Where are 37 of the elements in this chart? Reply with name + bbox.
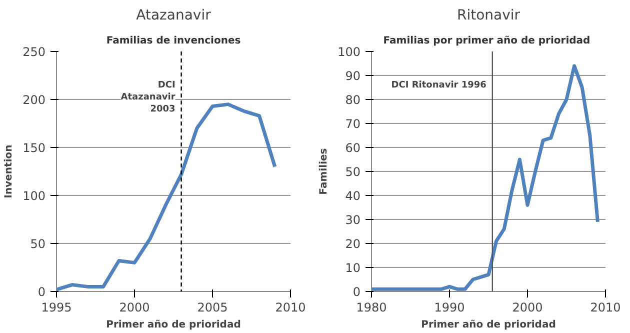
- chart-title: Ritonavir: [456, 8, 520, 24]
- chart-subtitle: Familias de invenciones: [106, 36, 241, 46]
- y-tick-label: 250: [22, 45, 46, 59]
- line-series: [372, 64, 600, 291]
- y-tick-label: 80: [345, 93, 361, 107]
- x-tick-label: 1995: [41, 300, 72, 314]
- x-tick-label: 1990: [434, 300, 465, 314]
- x-axis-title: Primer año de prioridad: [421, 320, 556, 330]
- ref-line-label: DCI Ritonavir 1996: [391, 80, 486, 90]
- line-series: [56, 102, 277, 292]
- y-tick-label: 20: [345, 237, 361, 251]
- chart-title: Atazanavir: [136, 8, 212, 24]
- y-tick-label: 50: [30, 237, 46, 251]
- y-tick-label: 0: [352, 285, 361, 299]
- x-tick-label: 2005: [197, 300, 228, 314]
- y-axis-title: Families: [318, 148, 330, 195]
- y-axis-title: Invention: [4, 144, 15, 198]
- x-tick-label: 1980: [356, 300, 387, 314]
- x-tick-label: 2010: [275, 300, 306, 314]
- x-tick-label: 2000: [119, 300, 150, 314]
- y-tick-label: 150: [22, 141, 46, 155]
- y-tick-label: 0: [38, 285, 46, 299]
- y-tick-label: 100: [338, 45, 360, 59]
- y-tick-label: 60: [345, 141, 361, 155]
- y-tick-label: 10: [345, 261, 361, 275]
- y-tick-label: 40: [345, 189, 361, 203]
- y-tick-label: 200: [22, 93, 46, 107]
- ref-line-label: DCI Atazanavir 2003: [120, 80, 176, 114]
- x-tick-label: 2010: [590, 300, 621, 314]
- x-axis-title: Primer año de prioridad: [106, 320, 241, 330]
- x-tick-label: 2000: [512, 300, 543, 314]
- y-tick-label: 90: [345, 69, 361, 83]
- y-tick-label: 70: [345, 117, 361, 131]
- chart-subtitle: Familias por primer año de prioridad: [383, 36, 590, 46]
- y-tick-label: 50: [345, 165, 361, 179]
- y-tick-label: 100: [22, 189, 46, 203]
- y-tick-label: 30: [345, 213, 361, 227]
